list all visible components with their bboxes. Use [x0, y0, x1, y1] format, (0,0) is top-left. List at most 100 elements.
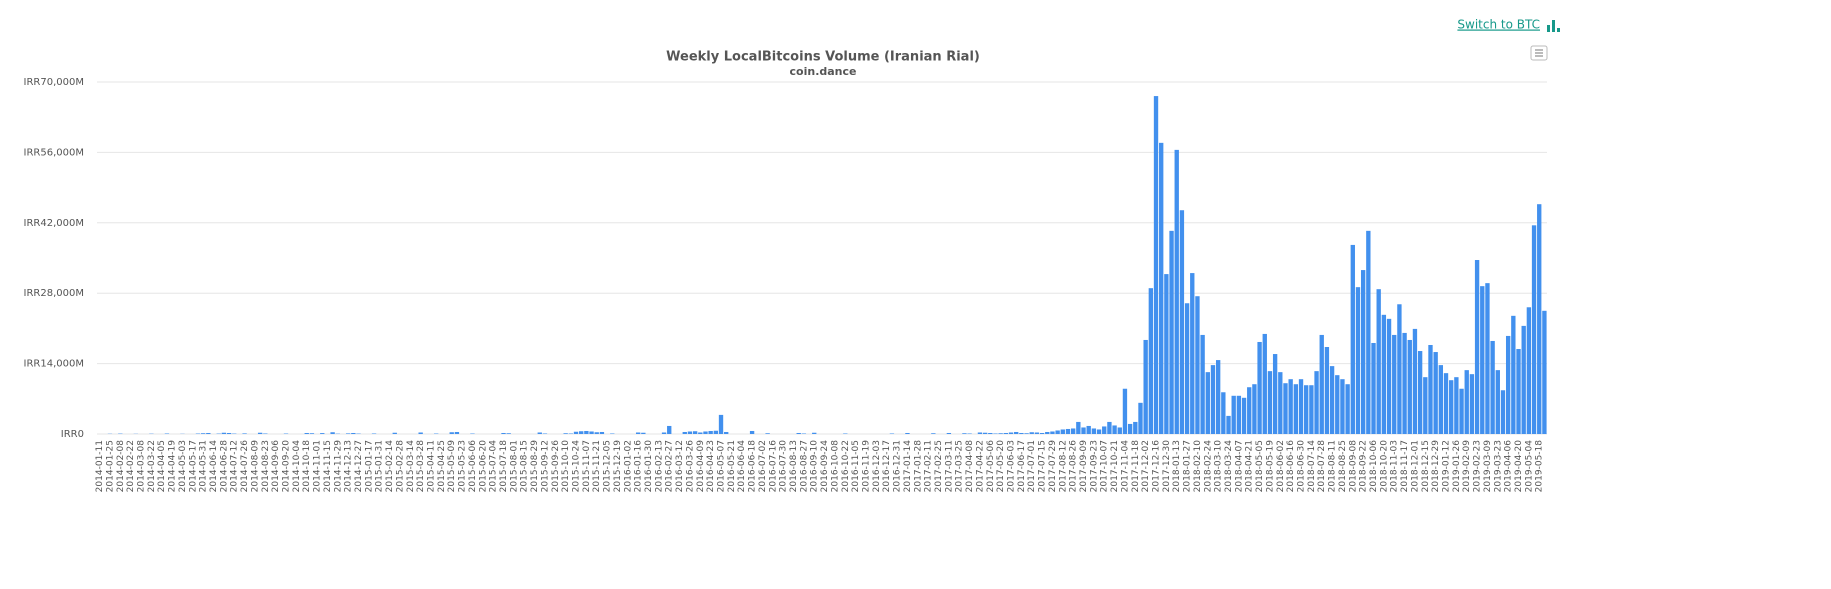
x-tick-label: 2017-02-11: [924, 440, 934, 492]
x-tick-label: 2018-03-10: [1214, 440, 1224, 493]
bar: [1143, 340, 1147, 434]
bar: [1154, 96, 1158, 434]
bar: [1232, 396, 1236, 434]
x-tick-label: 2018-01-13: [1172, 440, 1182, 492]
bar: [1309, 385, 1313, 434]
x-tick-label: 2018-04-07: [1234, 440, 1244, 492]
bar: [1294, 384, 1298, 434]
x-tick-label: 2016-11-19: [862, 440, 872, 493]
x-tick-label: 2018-09-22: [1359, 440, 1369, 492]
bar: [708, 431, 712, 434]
bar: [1195, 296, 1199, 434]
bar: [1252, 384, 1256, 434]
bar: [1040, 433, 1044, 434]
bar: [1123, 389, 1127, 434]
bar: [1200, 335, 1204, 434]
bar: [750, 431, 754, 434]
x-tick-label: 2016-09-24: [820, 440, 830, 493]
x-tick-label: 2017-09-23: [1089, 440, 1099, 492]
bar: [1112, 425, 1116, 434]
x-tick-label: 2015-10-10: [561, 440, 571, 493]
x-tick-label: 2017-05-20: [996, 440, 1006, 493]
x-tick-label: 2017-07-15: [1038, 440, 1048, 492]
bar: [1087, 426, 1091, 434]
bar: [1149, 288, 1153, 434]
x-tick-label: 2018-05-05: [1255, 440, 1265, 492]
bar: [667, 426, 671, 434]
switch-link[interactable]: Switch to BTC: [1457, 18, 1540, 32]
x-tick-label: 2015-08-29: [530, 440, 540, 493]
x-tick-label: 2018-08-11: [1328, 440, 1338, 492]
x-tick-label: 2014-02-08: [116, 440, 126, 493]
x-tick-label: 2014-03-08: [137, 440, 147, 493]
x-tick-label: 2016-04-09: [696, 440, 706, 493]
bar: [983, 433, 987, 434]
x-tick-label: 2016-10-22: [841, 440, 851, 492]
x-tick-label: 2018-02-24: [1203, 440, 1213, 493]
x-tick-label: 2016-12-17: [882, 440, 892, 492]
bar: [1107, 422, 1111, 434]
bar: [1485, 283, 1489, 434]
x-tick-label: 2016-03-26: [685, 440, 695, 493]
x-tick-label: 2015-12-19: [613, 440, 623, 493]
bar: [1304, 385, 1308, 434]
bar: [1501, 390, 1505, 434]
bar: [1257, 342, 1261, 434]
bar: [988, 433, 992, 434]
bar: [1382, 315, 1386, 434]
x-tick-label: 2019-05-18: [1535, 440, 1545, 493]
bar: [1278, 372, 1282, 434]
x-tick-label: 2018-06-02: [1276, 440, 1286, 492]
x-tick-label: 2016-07-30: [779, 440, 789, 493]
bar: [1480, 286, 1484, 434]
bar: [1454, 377, 1458, 434]
x-tick-label: 2019-05-04: [1524, 440, 1534, 493]
bar: [714, 431, 718, 434]
bar: [683, 432, 687, 434]
x-tick-label: 2016-03-12: [675, 440, 685, 492]
bar: [1263, 334, 1267, 434]
x-tick-label: 2014-09-06: [271, 440, 281, 493]
x-tick-label: 2016-07-02: [758, 440, 768, 492]
bar: [1506, 336, 1510, 434]
bar: [1392, 335, 1396, 434]
bar: [797, 433, 801, 434]
bar: [1299, 379, 1303, 434]
x-tick-label: 2017-09-09: [1079, 440, 1089, 493]
bar: [1055, 430, 1059, 434]
bar: [1459, 389, 1463, 434]
bar: [418, 432, 422, 434]
y-tick-label: IRR70,000M: [24, 77, 84, 88]
bar: [1288, 379, 1292, 434]
x-tick-label: 2018-12-15: [1421, 440, 1431, 492]
bar: [1340, 379, 1344, 434]
x-tick-label: 2015-07-18: [499, 440, 509, 493]
x-tick-label: 2015-02-28: [395, 440, 405, 493]
x-tick-label: 2014-02-22: [126, 440, 136, 492]
bar: [1030, 432, 1034, 434]
bar: [1516, 349, 1520, 434]
bar: [1366, 231, 1370, 434]
bar: [1418, 351, 1422, 434]
x-tick-label: 2017-12-02: [1141, 440, 1151, 492]
bar: [1045, 432, 1049, 434]
bar: [393, 433, 397, 434]
menu-button[interactable]: [1531, 46, 1547, 60]
switch-icon: [1547, 20, 1560, 32]
bar: [1408, 340, 1412, 434]
bar: [1216, 360, 1220, 434]
bar: [703, 431, 707, 434]
bar: [1522, 326, 1526, 434]
x-tick-label: 2015-05-09: [447, 440, 457, 493]
bar: [1511, 316, 1515, 434]
bar: [227, 433, 231, 434]
bar: [1444, 373, 1448, 434]
x-tick-label: 2016-09-10: [810, 440, 820, 493]
x-tick-label: 2016-05-21: [727, 440, 737, 492]
bar: [222, 433, 226, 434]
x-tick-label: 2014-11-01: [313, 440, 323, 492]
bar: [802, 433, 806, 434]
bar: [1076, 422, 1080, 434]
bar: [455, 432, 459, 434]
x-tick-label: 2014-08-09: [250, 440, 260, 493]
